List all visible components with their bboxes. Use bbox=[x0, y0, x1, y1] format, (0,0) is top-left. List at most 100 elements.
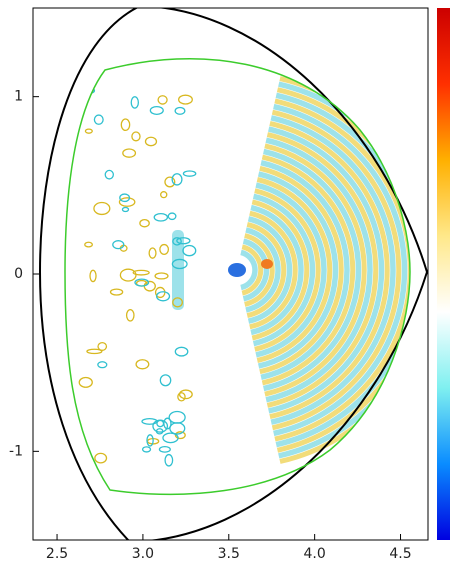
wave-front bbox=[242, 238, 270, 302]
wave-blob bbox=[119, 268, 137, 282]
wave-front bbox=[245, 227, 281, 313]
wave-front bbox=[259, 165, 344, 375]
wave-blob bbox=[119, 193, 131, 203]
core-blob bbox=[261, 259, 273, 269]
wave-front bbox=[268, 126, 385, 414]
wave-blob bbox=[153, 212, 169, 222]
wave-front bbox=[254, 188, 321, 352]
wave-blob bbox=[171, 173, 183, 186]
wave-front bbox=[263, 148, 362, 392]
wave-front bbox=[255, 182, 327, 358]
wave-blob bbox=[167, 212, 177, 221]
wave-blob bbox=[125, 308, 135, 322]
wave-front bbox=[240, 249, 258, 291]
colorbar bbox=[437, 8, 450, 540]
wave-blob bbox=[112, 240, 125, 250]
wave-blob bbox=[97, 361, 108, 369]
wave-blob bbox=[146, 434, 154, 447]
wave-blob bbox=[135, 359, 150, 370]
wave-front bbox=[257, 171, 339, 369]
wave-front bbox=[252, 193, 316, 347]
x-tick-label: 4.0 bbox=[304, 546, 326, 562]
wave-blob bbox=[84, 128, 93, 134]
wave-blob bbox=[157, 95, 168, 105]
wave-front bbox=[265, 137, 373, 403]
wave-blob bbox=[168, 410, 186, 424]
wave-blob bbox=[154, 272, 169, 280]
wave-front bbox=[256, 177, 333, 363]
wave-front bbox=[244, 233, 275, 307]
wave-field bbox=[74, 76, 410, 467]
wave-front bbox=[261, 154, 356, 386]
wave-blob bbox=[174, 106, 186, 115]
wave-blob bbox=[89, 269, 97, 283]
wave-blob bbox=[104, 169, 114, 180]
y-tick-label: 0 bbox=[14, 266, 23, 282]
wave-blob bbox=[131, 131, 141, 142]
wave-front bbox=[246, 221, 287, 319]
wave-blob bbox=[159, 243, 170, 256]
wave-front bbox=[273, 103, 408, 437]
wave-front bbox=[241, 244, 264, 296]
wave-front bbox=[271, 109, 402, 431]
wave-blob bbox=[177, 392, 186, 402]
wave-front bbox=[260, 159, 350, 381]
wave-blob bbox=[178, 94, 193, 105]
wave-blob bbox=[158, 445, 171, 453]
wave-blob bbox=[134, 278, 150, 287]
wave-blob bbox=[120, 118, 131, 132]
separatrix bbox=[64, 57, 411, 496]
edge-band bbox=[172, 230, 184, 310]
wave-front bbox=[269, 120, 390, 420]
wave-front bbox=[264, 143, 367, 397]
wave-blob bbox=[141, 446, 152, 453]
wave-front bbox=[251, 199, 310, 341]
wave-blob bbox=[93, 201, 111, 216]
wave-front bbox=[266, 132, 379, 408]
wave-blob bbox=[182, 170, 197, 177]
wave-blob bbox=[139, 219, 150, 228]
wave-blob bbox=[155, 291, 171, 302]
wave-blob bbox=[84, 241, 93, 248]
wave-front bbox=[247, 216, 293, 324]
wave-blob bbox=[174, 431, 186, 440]
wave-blob bbox=[182, 244, 197, 257]
wave-front bbox=[249, 210, 298, 330]
wave-front bbox=[275, 92, 410, 448]
wave-blob bbox=[159, 374, 172, 387]
wall bbox=[38, 8, 428, 540]
wave-blob bbox=[93, 114, 104, 125]
wave-front bbox=[250, 204, 304, 336]
wave-blob bbox=[172, 237, 182, 246]
x-tick-label: 4.5 bbox=[389, 546, 411, 562]
y-tick-label: 1 bbox=[14, 89, 23, 105]
wave-blob bbox=[152, 419, 169, 433]
wave-blob bbox=[118, 197, 136, 207]
wave-blob bbox=[132, 269, 150, 276]
wave-front bbox=[270, 115, 396, 425]
wave-blob bbox=[176, 237, 191, 245]
wave-blob bbox=[144, 136, 158, 147]
wave-blob bbox=[122, 148, 137, 158]
wave-blob bbox=[78, 376, 93, 388]
wave-blob bbox=[162, 432, 179, 444]
wave-blob bbox=[174, 346, 189, 357]
wave-blob bbox=[160, 191, 168, 199]
wave-blob bbox=[94, 452, 108, 464]
wave-blob bbox=[97, 341, 108, 351]
x-tick-label: 3.5 bbox=[218, 546, 240, 562]
wave-blob bbox=[148, 247, 157, 259]
wave-blob bbox=[171, 258, 188, 270]
wave-blob bbox=[172, 297, 183, 308]
x-tick-label: 3.0 bbox=[132, 546, 154, 562]
wave-blob bbox=[130, 96, 140, 109]
wave-blob bbox=[149, 105, 164, 115]
wave-blob bbox=[164, 176, 176, 188]
y-tick-label: -1 bbox=[9, 443, 23, 459]
wave-blob bbox=[178, 389, 193, 400]
wave-blob bbox=[109, 288, 124, 296]
x-tick-label: 2.5 bbox=[46, 546, 68, 562]
wave-blob bbox=[121, 206, 130, 213]
wave-blob bbox=[86, 348, 103, 355]
